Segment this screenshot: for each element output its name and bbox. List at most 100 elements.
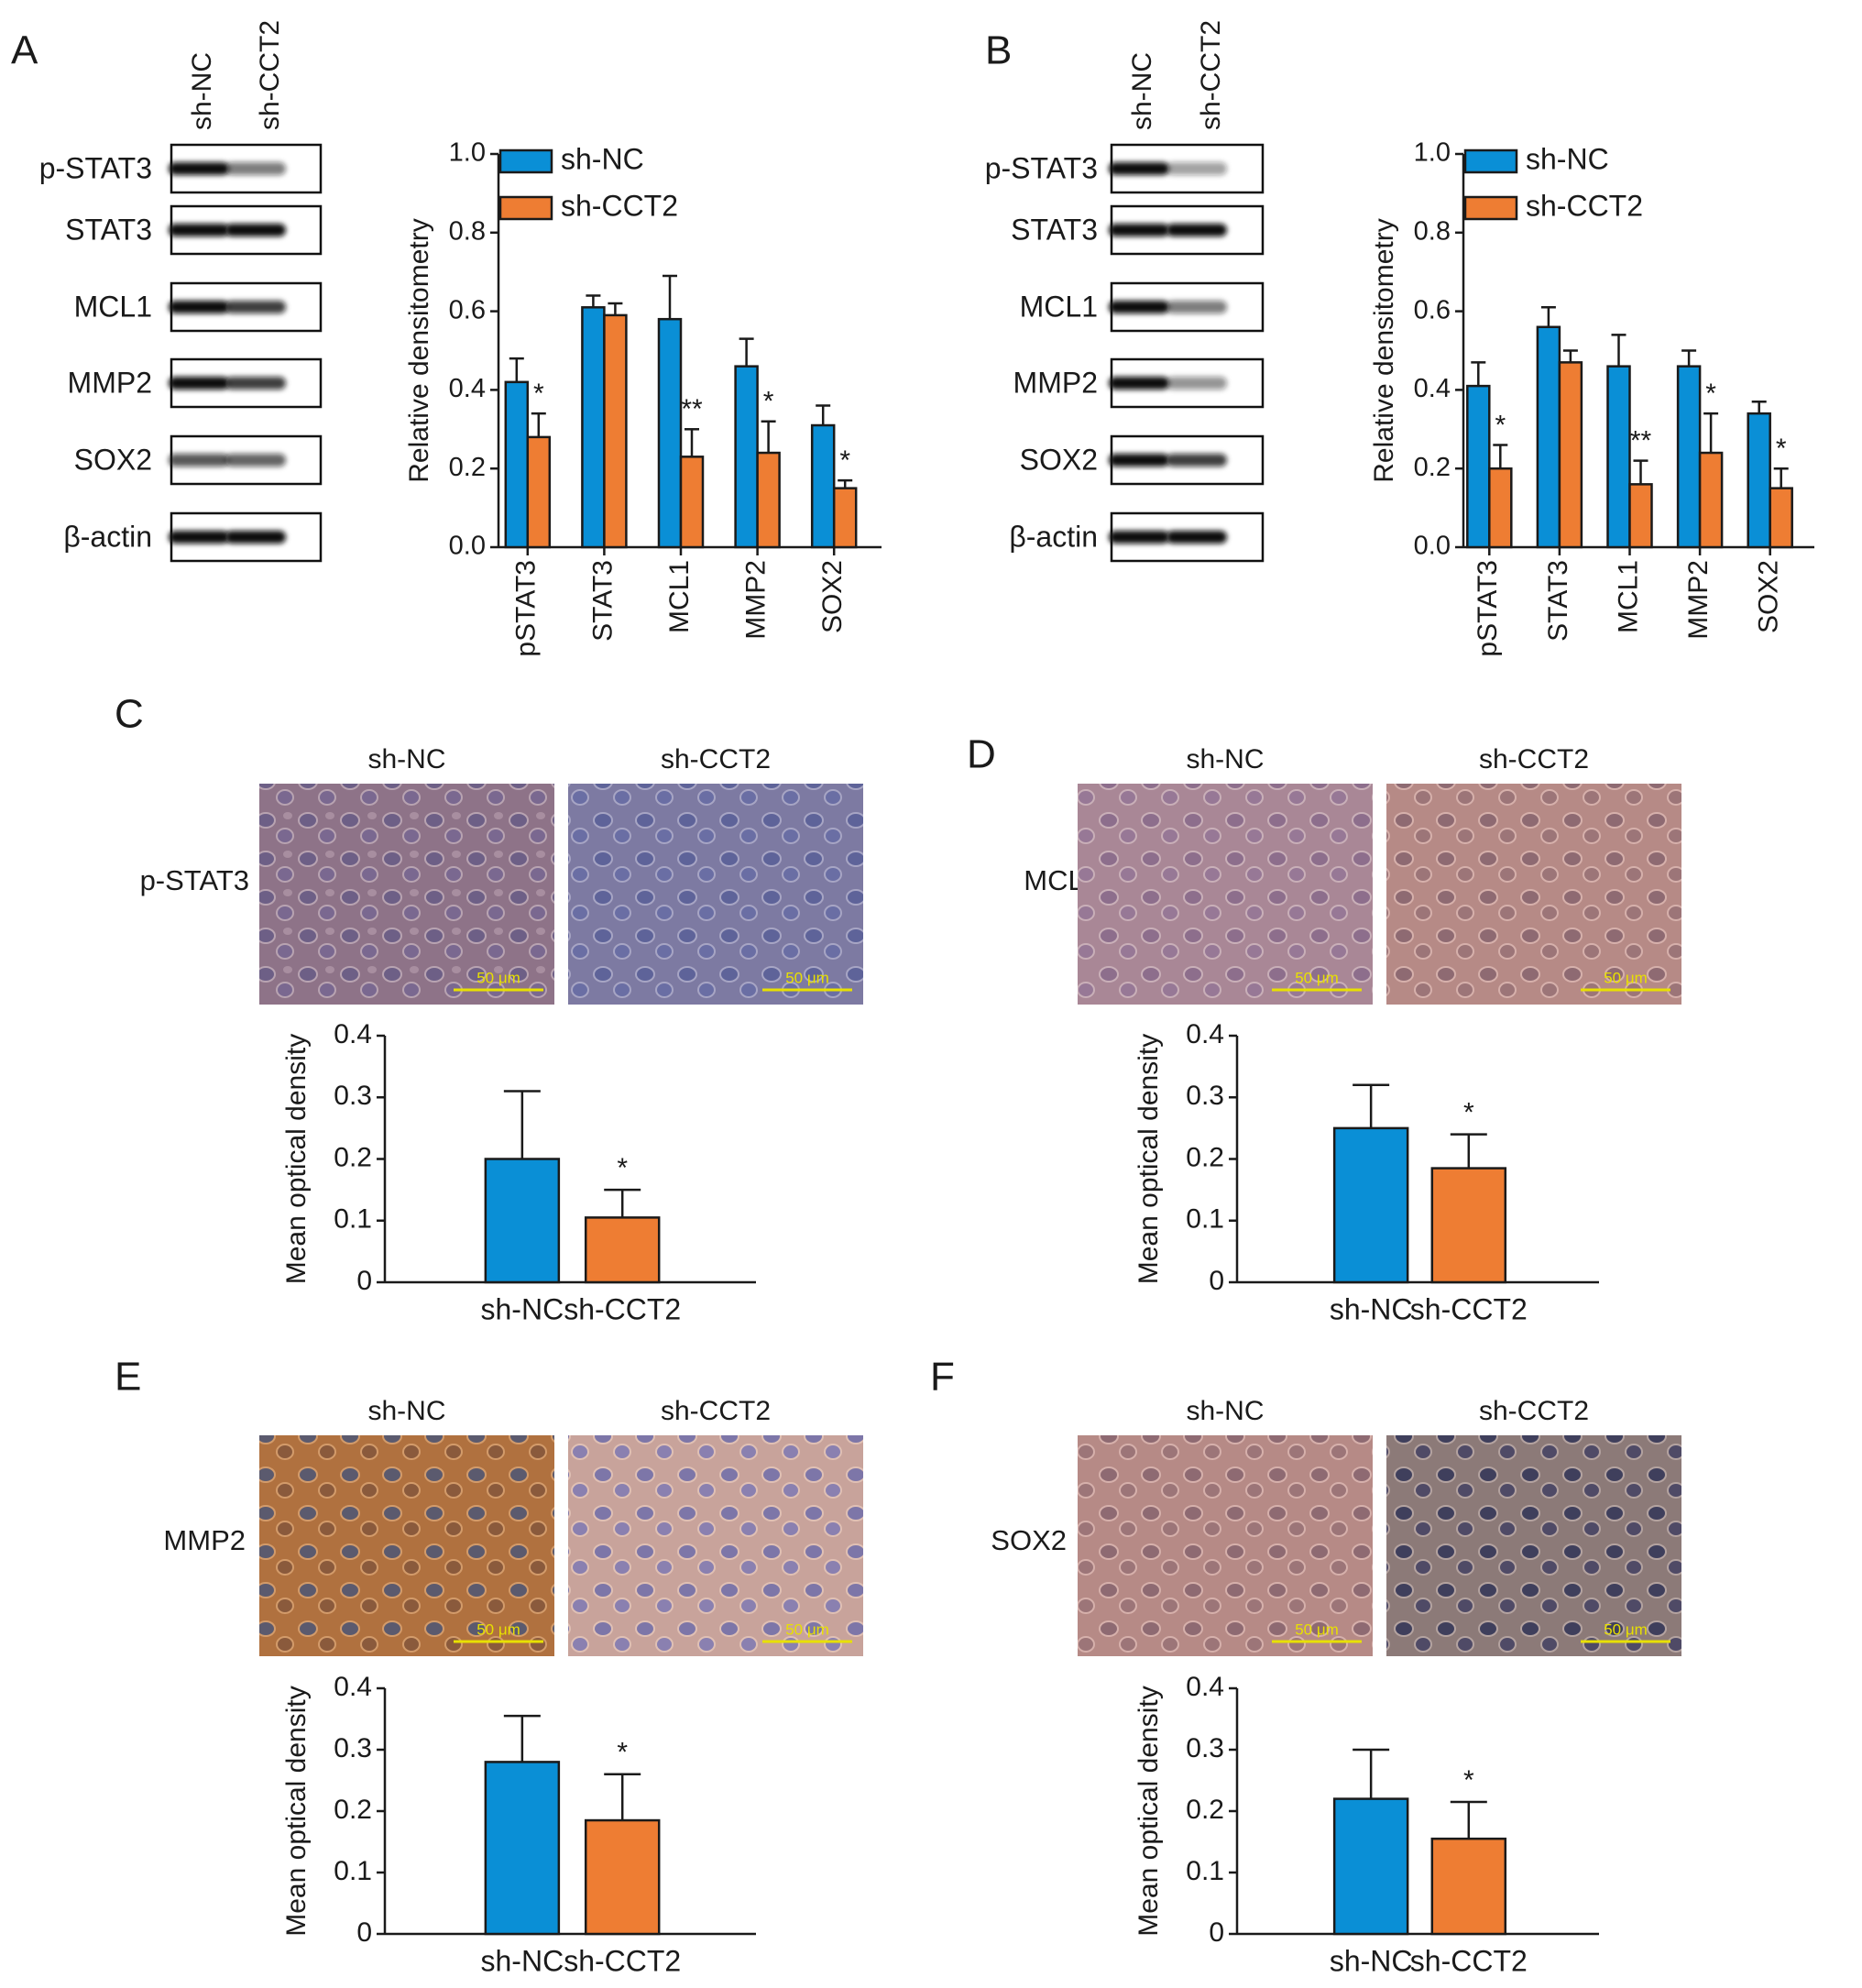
blot-band (1166, 454, 1227, 467)
x-tick-label: MMP2 (1683, 560, 1714, 640)
bar-sh-nc-sox2 (810, 423, 836, 549)
bar-sh-nc-pstat3 (1466, 384, 1491, 549)
y-tick-label: 0.4 (334, 1672, 372, 1702)
blot-band (169, 301, 229, 313)
stain-label: MMP2 (163, 1524, 246, 1556)
scale-bar-label: 50 μm (476, 969, 520, 986)
significance-marker: * (617, 1153, 628, 1183)
legend-label-sh-cct2: sh-CCT2 (1526, 189, 1643, 222)
panel-letter-d: D (967, 732, 996, 777)
bar-sh-cct2 (584, 1216, 661, 1284)
scale-bar-label: 50 μm (1295, 969, 1339, 986)
bar-sh-cct2 (1430, 1167, 1507, 1284)
blot-band (169, 531, 229, 544)
lane-label-sh-cct2: sh-CCT2 (1196, 20, 1226, 130)
blot-band (225, 454, 286, 467)
blot-band (1166, 224, 1227, 236)
bar-sh-nc-pstat3 (504, 380, 530, 549)
blot-band (1109, 162, 1169, 175)
legend-label-sh-nc: sh-NC (561, 142, 644, 175)
significance-marker: ** (1630, 426, 1652, 456)
panel-letter-c: C (115, 692, 144, 737)
image-header-sh-nc: sh-NC (367, 744, 445, 774)
significance-marker: * (1463, 1765, 1474, 1796)
y-tick-label: 0.8 (1414, 216, 1451, 246)
significance-marker: * (839, 445, 850, 476)
significance-marker: * (617, 1738, 628, 1768)
bar-sh-cct2-mcl1 (1628, 483, 1653, 549)
bar-sh-cct2-sox2 (832, 487, 858, 549)
y-tick-label: 0.2 (449, 453, 486, 482)
legend-swatch-sh-nc (1463, 148, 1518, 174)
bar-sh-nc-stat3 (1536, 325, 1561, 549)
image-header-sh-cct2: sh-CCT2 (1479, 1396, 1589, 1426)
micrograph-sh-nc (259, 784, 554, 1005)
y-tick-label: 0.0 (1414, 532, 1451, 561)
y-tick-label: 0.1 (334, 1856, 372, 1886)
image-header-sh-nc: sh-NC (367, 1396, 445, 1426)
blot-row-label: β-actin (63, 520, 152, 553)
image-header-sh-cct2: sh-CCT2 (1479, 744, 1589, 774)
bar-sh-nc-mmp2 (734, 365, 759, 549)
scale-bar-label: 50 μm (1604, 1620, 1648, 1638)
panel-letter-f: F (930, 1355, 955, 1400)
legend-swatch-sh-cct2 (1463, 195, 1518, 221)
y-tick-label: 0.8 (449, 216, 486, 246)
y-tick-label: 0.4 (1186, 1019, 1224, 1049)
bar-sh-cct2-mmp2 (756, 451, 781, 549)
y-axis-label: Mean optical density (1134, 1686, 1164, 1937)
blot-row-label: MMP2 (1013, 366, 1098, 399)
legend-label-sh-nc: sh-NC (1526, 142, 1609, 175)
x-tick-label: SOX2 (817, 560, 848, 633)
y-tick-label: 0.4 (334, 1019, 372, 1049)
micrograph-sh-cct2 (1386, 784, 1681, 1005)
significance-marker: * (1776, 434, 1787, 464)
y-axis-label: Mean optical density (281, 1686, 312, 1937)
micrograph-sh-cct2 (568, 784, 863, 1005)
blot-band (1166, 162, 1227, 175)
scale-bar-label: 50 μm (1295, 1620, 1339, 1638)
y-tick-label: 0.2 (1186, 1795, 1224, 1825)
blot-row-label: STAT3 (65, 213, 152, 246)
y-tick-label: 0.3 (1186, 1081, 1224, 1111)
bar-sh-cct2-stat3 (603, 313, 628, 549)
bar-sh-nc (484, 1158, 561, 1284)
blot-row-label: MCL1 (74, 290, 152, 323)
y-tick-label: 0.3 (1186, 1733, 1224, 1763)
image-header-sh-cct2: sh-CCT2 (661, 1396, 771, 1426)
x-tick-label: SOX2 (1754, 560, 1784, 633)
scale-bar-label: 50 μm (785, 1620, 829, 1638)
y-tick-label: 0.2 (334, 1795, 372, 1825)
legend-swatch-sh-nc (498, 148, 553, 174)
blot-band (1109, 531, 1169, 544)
x-tick-label: sh-NC (1330, 1292, 1413, 1325)
y-tick-label: 0.2 (1414, 453, 1451, 482)
blot-band (1109, 454, 1169, 467)
blot-band (1109, 301, 1169, 313)
micrograph-sh-nc (1078, 1435, 1373, 1656)
y-tick-label: 0.6 (1414, 295, 1451, 324)
blot-band (225, 162, 286, 175)
micrograph-sh-nc (1078, 784, 1373, 1005)
significance-marker: * (763, 387, 774, 417)
scale-bar-label: 50 μm (476, 1620, 520, 1638)
x-tick-label: sh-NC (1330, 1944, 1413, 1977)
y-axis-label: Mean optical density (1134, 1034, 1164, 1285)
blot-row-label: STAT3 (1011, 213, 1098, 246)
x-tick-label: sh-NC (481, 1944, 564, 1977)
panel-letter-e: E (115, 1355, 141, 1400)
bar-sh-cct2 (1430, 1837, 1507, 1936)
image-header-sh-nc: sh-NC (1186, 1396, 1264, 1426)
bar-sh-cct2-pstat3 (1488, 467, 1513, 549)
x-tick-label: sh-NC (481, 1292, 564, 1325)
bar-sh-cct2-sox2 (1769, 487, 1793, 549)
blot-band (225, 301, 286, 313)
y-axis-label: Relative densitometry (1369, 218, 1399, 482)
bar-sh-nc-mcl1 (657, 317, 683, 549)
blot-row-label: MMP2 (68, 366, 152, 399)
bar-sh-nc (1332, 1797, 1409, 1936)
bar-sh-cct2 (584, 1818, 661, 1936)
bar-sh-nc (484, 1761, 561, 1936)
bar-sh-nc-stat3 (581, 306, 606, 549)
